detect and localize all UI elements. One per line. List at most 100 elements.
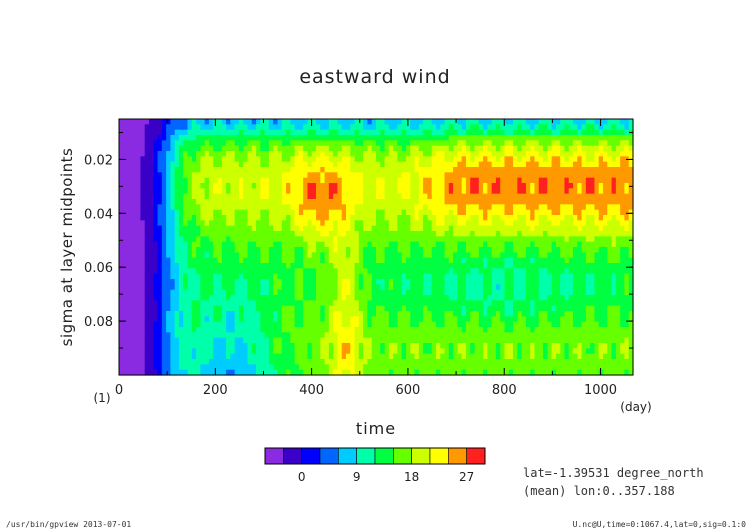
heatmap-cell xyxy=(247,135,253,141)
heatmap-cell xyxy=(461,311,467,317)
heatmap-cell xyxy=(260,119,266,125)
heatmap-cell xyxy=(376,145,381,152)
heatmap-cell xyxy=(166,359,171,365)
heatmap-cell xyxy=(513,167,518,173)
heatmap-cell xyxy=(307,289,313,296)
heatmap-cell xyxy=(144,295,150,301)
heatmap-cell xyxy=(414,156,420,163)
heatmap-cell xyxy=(414,268,420,275)
heatmap-cell xyxy=(341,135,347,141)
heatmap-cell xyxy=(388,321,394,328)
heatmap-cell xyxy=(491,140,497,147)
heatmap-cell xyxy=(131,204,137,211)
heatmap-cell xyxy=(131,193,137,200)
heatmap-cell xyxy=(418,209,424,216)
heatmap-cell xyxy=(393,124,399,131)
heatmap-cell xyxy=(311,284,317,291)
heatmap-cell xyxy=(371,167,377,173)
heatmap-cell xyxy=(221,204,227,211)
heatmap-cell xyxy=(367,231,373,237)
heatmap-cell xyxy=(204,337,210,344)
heatmap-cell xyxy=(495,327,501,333)
heatmap-cell xyxy=(405,295,411,301)
heatmap-cell xyxy=(388,135,394,141)
heatmap-cell xyxy=(196,273,201,280)
heatmap-cell xyxy=(337,220,343,227)
heatmap-cell xyxy=(435,135,441,141)
heatmap-cell xyxy=(234,252,240,259)
heatmap-cell xyxy=(474,199,480,205)
heatmap-cell xyxy=(136,145,142,152)
heatmap-cell xyxy=(273,129,279,136)
heatmap-cell xyxy=(290,135,296,141)
heatmap-cell xyxy=(551,316,557,323)
heatmap-cell xyxy=(560,241,566,248)
heatmap-cell xyxy=(525,172,531,179)
heatmap-cell xyxy=(127,156,133,163)
heatmap-cell xyxy=(290,289,296,296)
heatmap-cell xyxy=(495,177,501,184)
heatmap-cell xyxy=(281,215,287,221)
heatmap-cell xyxy=(431,321,437,328)
heatmap-cell xyxy=(363,204,369,211)
heatmap-cell xyxy=(371,204,377,211)
heatmap-cell xyxy=(376,316,381,323)
heatmap-cell xyxy=(204,268,210,275)
heatmap-cell xyxy=(230,231,236,237)
heatmap-cell xyxy=(136,305,142,312)
heatmap-cell xyxy=(401,359,407,365)
heatmap-cell xyxy=(358,167,364,173)
heatmap-cell xyxy=(380,316,386,323)
heatmap-cell xyxy=(170,231,176,237)
heatmap-cell xyxy=(448,236,454,243)
heatmap-cells xyxy=(119,119,634,376)
heatmap-cell xyxy=(508,257,514,264)
heatmap-cell xyxy=(226,369,231,376)
heatmap-cell xyxy=(307,369,313,376)
heatmap-cell xyxy=(238,172,244,179)
heatmap-cell xyxy=(303,263,309,269)
heatmap-cell xyxy=(123,343,129,349)
heatmap-cell xyxy=(346,140,351,147)
heatmap-cell xyxy=(298,359,304,365)
heatmap-cell xyxy=(191,273,197,280)
heatmap-cell xyxy=(530,124,536,131)
heatmap-cell xyxy=(427,167,433,173)
heatmap-cell xyxy=(294,204,300,211)
heatmap-cell xyxy=(251,273,257,280)
heatmap-cell xyxy=(341,247,347,253)
heatmap-cell xyxy=(153,225,159,232)
heatmap-cell xyxy=(264,241,270,248)
heatmap-cell xyxy=(423,231,428,237)
heatmap-cell xyxy=(521,300,527,307)
heatmap-cell xyxy=(346,305,351,312)
heatmap-cell xyxy=(230,289,236,296)
heatmap-cell xyxy=(418,273,424,280)
heatmap-cell xyxy=(358,156,364,163)
heatmap-cell xyxy=(465,151,471,157)
heatmap-cell xyxy=(440,135,446,141)
heatmap-cell xyxy=(367,327,373,333)
heatmap-cell xyxy=(525,193,531,200)
heatmap-cell xyxy=(178,167,184,173)
heatmap-cell xyxy=(530,289,536,296)
heatmap-cell xyxy=(208,204,214,211)
heatmap-cell xyxy=(513,151,518,157)
heatmap-cell xyxy=(256,337,261,344)
heatmap-cell xyxy=(230,337,236,344)
heatmap-cell xyxy=(221,284,227,291)
heatmap-cell xyxy=(333,124,339,131)
heatmap-cell xyxy=(397,135,403,141)
heatmap-cell xyxy=(268,204,274,211)
heatmap-cell xyxy=(444,172,450,179)
heatmap-cell xyxy=(530,177,536,184)
heatmap-cell xyxy=(174,172,180,179)
heatmap-cell xyxy=(423,215,428,221)
heatmap-cell xyxy=(157,215,163,221)
heatmap-cell xyxy=(393,359,399,365)
heatmap-cell xyxy=(423,188,428,195)
heatmap-cell xyxy=(478,140,484,147)
heatmap-cell xyxy=(277,151,283,157)
heatmap-cell xyxy=(307,188,313,195)
heatmap-cell xyxy=(256,156,261,163)
